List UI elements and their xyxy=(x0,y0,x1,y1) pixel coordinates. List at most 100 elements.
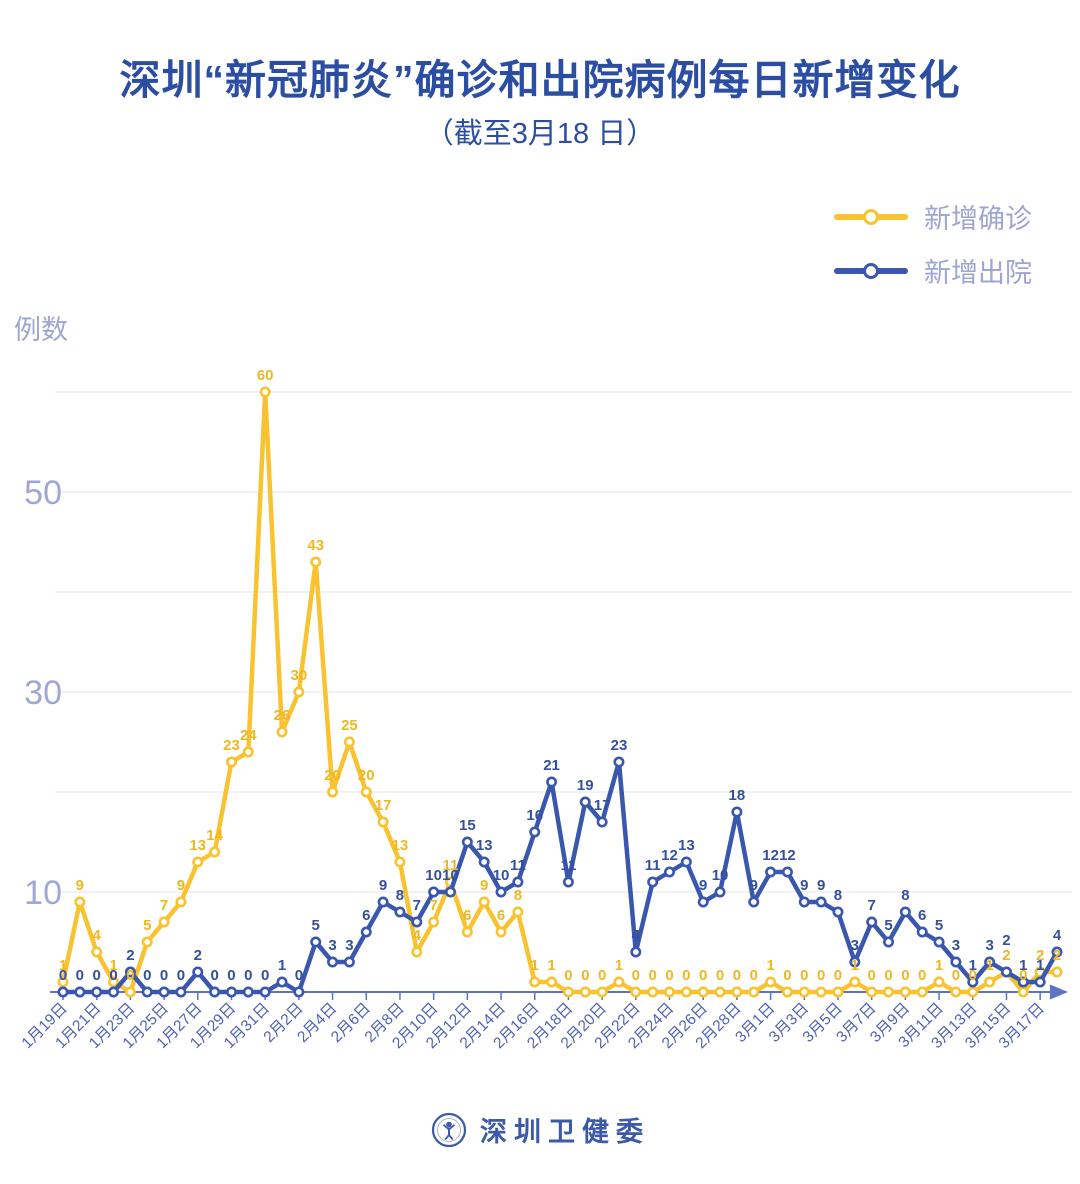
discharged-value-label: 8 xyxy=(396,887,404,904)
discharged-line xyxy=(60,759,1060,995)
confirmed-value-label: 0 xyxy=(648,967,656,984)
confirmed-value-label: 17 xyxy=(375,797,392,814)
discharged-point xyxy=(360,926,372,938)
confirmed-value-label: 0 xyxy=(918,967,926,984)
discharged-value-label: 1 xyxy=(969,957,977,974)
confirmed-point xyxy=(596,986,608,998)
discharged-point xyxy=(141,986,153,998)
discharged-value-label: 17 xyxy=(594,797,611,814)
confirmed-value-label: 0 xyxy=(716,967,724,984)
discharged-point xyxy=(714,886,726,898)
discharged-point xyxy=(512,876,524,888)
confirmed-point xyxy=(293,686,305,698)
discharged-point xyxy=(664,866,676,878)
discharged-value-label: 7 xyxy=(868,897,876,914)
discharged-point xyxy=(680,856,692,868)
discharged-point xyxy=(1051,946,1063,958)
discharged-point xyxy=(546,776,558,788)
confirmed-value-label: 20 xyxy=(324,767,341,784)
confirmed-value-label: 7 xyxy=(429,897,437,914)
confirmed-value-label: 13 xyxy=(392,837,409,854)
confirmed-value-label: 1 xyxy=(59,957,67,974)
discharged-legend-swatch-icon xyxy=(834,262,908,279)
discharged-point xyxy=(91,986,103,998)
confirmed-value-label: 0 xyxy=(834,967,842,984)
confirmed-point xyxy=(225,756,237,768)
discharged-point xyxy=(1000,966,1012,978)
discharged-value-label: 10 xyxy=(425,867,442,884)
discharged-value-label: 0 xyxy=(177,967,185,984)
legend-item-discharged[interactable]: 新增出院 xyxy=(834,251,1032,290)
confirmed-value-label: 5 xyxy=(143,917,151,934)
discharged-point xyxy=(124,966,136,978)
confirmed-value-label: 60 xyxy=(257,367,274,384)
confirmed-point xyxy=(512,906,524,918)
confirmed-point xyxy=(849,976,861,988)
discharged-point xyxy=(562,876,574,888)
confirmed-value-label: 1 xyxy=(851,957,859,974)
discharged-point xyxy=(276,976,288,988)
discharged-point xyxy=(866,916,878,928)
discharged-point xyxy=(731,806,743,818)
legend-item-confirmed[interactable]: 新增确诊 xyxy=(834,197,1032,236)
discharged-point xyxy=(647,876,659,888)
discharged-value-label: 3 xyxy=(345,937,353,954)
discharged-value-label: 0 xyxy=(93,967,101,984)
discharged-value-label: 8 xyxy=(901,887,909,904)
confirmed-value-label: 1 xyxy=(766,957,774,974)
discharged-value-label: 0 xyxy=(76,967,84,984)
discharged-value-label: 0 xyxy=(109,967,117,984)
confirmed-point xyxy=(815,986,827,998)
confirmed-point xyxy=(899,986,911,998)
discharged-value-label: 9 xyxy=(817,877,825,894)
confirmed-value-label: 1 xyxy=(935,957,943,974)
discharged-point xyxy=(832,906,844,918)
discharged-value-label: 10 xyxy=(712,867,729,884)
footer: 深圳卫健委 xyxy=(0,1110,1080,1149)
discharged-point xyxy=(394,906,406,918)
confirmed-point xyxy=(546,976,558,988)
discharged-value-label: 15 xyxy=(459,817,476,834)
discharged-point xyxy=(495,886,507,898)
discharged-point xyxy=(444,886,456,898)
discharged-point xyxy=(175,986,187,998)
discharged-point xyxy=(849,956,861,968)
page-title: 深圳“新冠肺炎”确诊和出院病例每日新增变化 xyxy=(119,57,961,103)
discharged-point xyxy=(343,956,355,968)
confirmed-value-label: 0 xyxy=(682,967,690,984)
confirmed-value-label: 0 xyxy=(598,967,606,984)
confirmed-value-label: 0 xyxy=(884,967,892,984)
confirmed-value-label: 11 xyxy=(443,857,459,874)
confirmed-value-label: 23 xyxy=(223,737,240,754)
confirmed-value-label: 1 xyxy=(985,957,993,974)
confirmed-value-label: 0 xyxy=(783,967,791,984)
discharged-value-label: 12 xyxy=(762,847,779,864)
discharged-point xyxy=(327,956,339,968)
confirmed-point xyxy=(360,786,372,798)
confirmed-point xyxy=(731,986,743,998)
confirmed-value-label: 9 xyxy=(76,877,84,894)
confirmed-point xyxy=(866,986,878,998)
discharged-point xyxy=(293,986,305,998)
discharged-point xyxy=(613,756,625,768)
confirmed-point xyxy=(411,946,423,958)
confirmed-value-label: 9 xyxy=(177,877,185,894)
discharged-value-label: 9 xyxy=(699,877,707,894)
discharged-point xyxy=(950,956,962,968)
discharged-point xyxy=(765,866,777,878)
discharged-value-label: 11 xyxy=(645,857,661,874)
discharged-point xyxy=(697,896,709,908)
discharged-point xyxy=(242,986,254,998)
discharged-point xyxy=(478,856,490,868)
confirmed-value-label: 0 xyxy=(632,967,640,984)
confirmed-point xyxy=(697,986,709,998)
discharged-point xyxy=(815,896,827,908)
confirmed-value-label: 1 xyxy=(531,957,539,974)
y-axis-tick-label: 30 xyxy=(24,674,62,712)
confirmed-value-label: 1 xyxy=(547,957,555,974)
confirmed-value-label: 25 xyxy=(341,717,358,734)
confirmed-value-label: 0 xyxy=(800,967,808,984)
confirmed-value-label: 4 xyxy=(93,927,102,944)
discharged-value-label: 0 xyxy=(143,967,151,984)
